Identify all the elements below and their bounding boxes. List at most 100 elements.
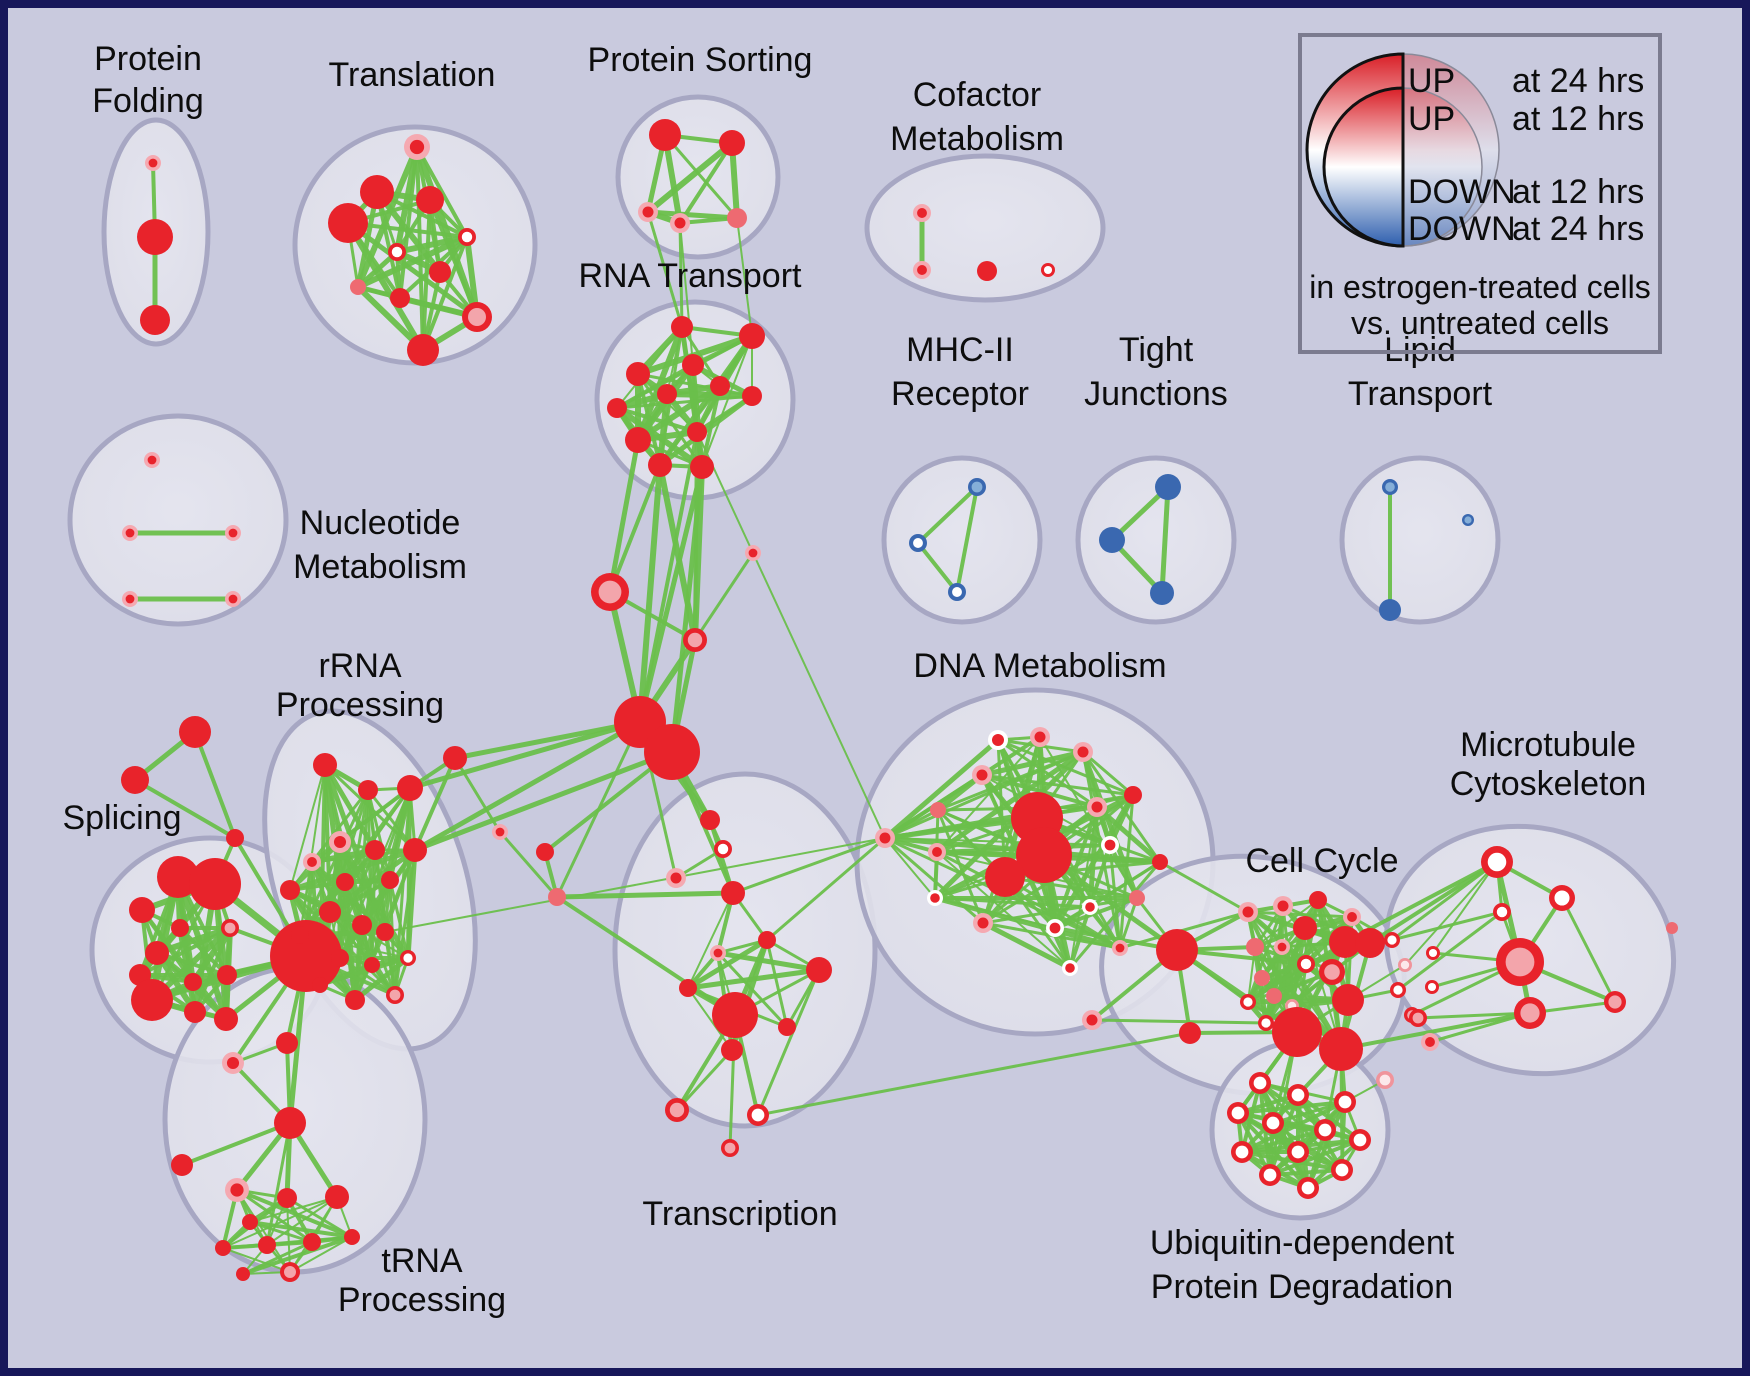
cluster-label-nucleotide-metabolism: Metabolism xyxy=(293,548,467,586)
cluster-label-lipid-transport: Lipid xyxy=(1384,331,1456,369)
edge xyxy=(765,938,789,1029)
gene-node-core xyxy=(1487,852,1507,872)
edge xyxy=(413,756,457,852)
cluster-label-dna-metabolism: DNA Metabolism xyxy=(913,647,1166,685)
gene-node xyxy=(1155,474,1181,500)
edge xyxy=(554,890,736,900)
gene-node xyxy=(429,261,451,283)
edge xyxy=(236,1189,291,1273)
gene-node xyxy=(365,840,385,860)
gene-node xyxy=(443,746,467,770)
legend-direction-label: UP xyxy=(1408,100,1455,138)
edge xyxy=(384,837,886,933)
cluster-label-tight-junctions: Tight xyxy=(1119,331,1194,369)
gene-node-core xyxy=(717,843,729,855)
gene-node-core xyxy=(1338,1095,1352,1109)
edge xyxy=(615,394,754,410)
gene-node-core xyxy=(1324,964,1340,980)
edge xyxy=(1108,843,1139,900)
edge xyxy=(685,937,770,991)
gene-node-core xyxy=(1428,948,1438,958)
gene-node-core xyxy=(1291,1145,1305,1159)
edge xyxy=(1081,750,1162,864)
cluster-label-cofactor-metabolism: Metabolism xyxy=(890,120,1064,158)
gene-node-core xyxy=(748,548,758,558)
gene-node-core xyxy=(1034,731,1046,743)
edge xyxy=(687,892,734,989)
cluster-label-lipid-transport: Transport xyxy=(1348,375,1493,413)
gene-node xyxy=(276,1032,298,1054)
edge xyxy=(453,756,502,834)
edge xyxy=(498,830,559,899)
gene-node xyxy=(648,453,672,477)
gene-node xyxy=(607,398,627,418)
edge xyxy=(327,847,418,915)
edge xyxy=(936,736,1041,853)
edge xyxy=(932,749,1086,901)
edge xyxy=(266,1196,338,1246)
gene-node xyxy=(258,1236,276,1254)
gene-node-core xyxy=(284,1266,296,1278)
gene-node-core xyxy=(1400,960,1410,970)
gene-node-core xyxy=(148,158,158,168)
gene-node xyxy=(416,186,444,214)
gene-node-core xyxy=(1353,1133,1367,1147)
edge xyxy=(685,967,822,991)
edge xyxy=(669,464,705,755)
edge xyxy=(916,541,959,594)
cluster-label-mhc-ii-receptor: MHC-II xyxy=(906,331,1014,369)
cluster-label-rrna-processing: rRNA xyxy=(318,647,401,685)
edge xyxy=(883,836,985,925)
gene-node xyxy=(1016,827,1072,883)
edge xyxy=(1175,948,1308,966)
legend-gradient-half-light xyxy=(1402,87,1483,247)
edge xyxy=(1268,1168,1344,1177)
gene-node xyxy=(214,1007,238,1031)
gene-node-core xyxy=(125,594,135,604)
gene-node-core xyxy=(1608,995,1622,1009)
gene-node xyxy=(407,334,439,366)
edge xyxy=(663,133,739,220)
gene-node xyxy=(319,901,341,923)
gene-node xyxy=(277,1188,297,1208)
gene-node xyxy=(403,838,427,862)
gene-node xyxy=(721,1039,743,1061)
edge xyxy=(1404,861,1498,966)
edge xyxy=(715,950,822,973)
edge xyxy=(678,141,734,225)
gene-node-core xyxy=(971,481,983,493)
gene-node-core xyxy=(879,832,891,844)
gene-node xyxy=(778,1018,796,1036)
gene-node-core xyxy=(1065,963,1075,973)
gene-node-core xyxy=(230,1183,244,1197)
gene-node-core xyxy=(1301,1181,1315,1195)
gene-node xyxy=(179,716,211,748)
gene-node-core xyxy=(468,308,486,326)
cluster-label-protein-folding: Protein xyxy=(94,40,202,78)
gene-node-core xyxy=(598,580,622,604)
edge xyxy=(388,878,410,960)
cluster-label-rrna-processing: Processing xyxy=(276,686,444,724)
edge xyxy=(1416,1011,1532,1020)
edge xyxy=(248,1220,354,1239)
edge xyxy=(1081,750,1135,797)
gene-node xyxy=(1332,984,1364,1016)
gene-node xyxy=(712,992,758,1038)
edge xyxy=(1339,1011,1532,1051)
edge xyxy=(375,190,402,300)
gene-node-core xyxy=(228,528,238,538)
gene-node-core xyxy=(224,922,236,934)
edge xyxy=(1246,962,1308,1004)
edge xyxy=(222,1247,291,1273)
edge xyxy=(980,920,1073,971)
edge xyxy=(637,462,663,725)
legend-direction-label: DOWN xyxy=(1408,173,1516,211)
gene-node xyxy=(345,990,365,1010)
gene-node-core xyxy=(1235,1145,1249,1159)
gene-node-core xyxy=(1261,1018,1271,1028)
cluster-label-nucleotide-metabolism: Nucleotide xyxy=(300,504,461,542)
gene-node xyxy=(350,279,366,295)
gene-node xyxy=(1319,1027,1363,1071)
edge xyxy=(646,210,684,329)
